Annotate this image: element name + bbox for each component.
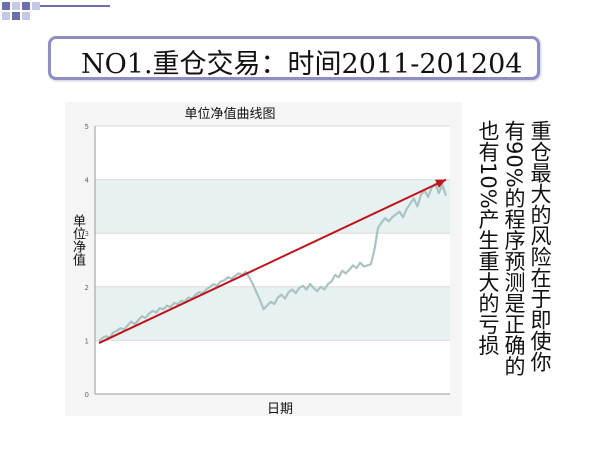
y-tick-label: 2 <box>85 284 89 292</box>
slide-title: NO1.重仓交易：时间2011-201204 <box>81 49 523 80</box>
trend-arrow-line <box>98 178 447 344</box>
deco-square <box>12 2 20 10</box>
x-axis-label: 日期 <box>266 402 293 417</box>
y-tick-label: 5 <box>85 123 89 131</box>
y-tick-label: 0 <box>85 391 89 399</box>
slide-title-box: NO1.重仓交易：时间2011-201204 <box>48 36 540 80</box>
deco-square <box>2 2 10 10</box>
plot-background <box>95 126 450 394</box>
trend-arrow-head <box>435 179 446 188</box>
side-text-column-1: 重仓最大的风险在于即使你 <box>528 120 552 372</box>
chart-title: 单位净值曲线图 <box>150 103 310 122</box>
deco-square <box>32 2 40 10</box>
grid-band <box>95 179 450 234</box>
nav-line-chart: 0 1 2 3 4 5 <box>85 123 450 399</box>
y-axis-label: 单位净值 <box>70 214 85 266</box>
corner-decoration <box>2 2 110 20</box>
series-line <box>98 182 448 343</box>
y-tick-label: 1 <box>85 337 89 345</box>
deco-square <box>22 2 30 10</box>
chart-area: 0 1 2 3 4 5 <box>65 102 462 416</box>
deco-square <box>2 12 10 20</box>
deco-square <box>12 12 20 20</box>
y-tick-label: 3 <box>85 230 89 238</box>
side-text-column-3: 也有10%产生重大的亏损 <box>476 120 500 356</box>
side-text-column-2: 有90%的程序预测是正确的 <box>502 120 526 377</box>
grid-band <box>95 286 450 341</box>
y-tick-label: 4 <box>85 177 90 185</box>
deco-square <box>22 12 30 20</box>
